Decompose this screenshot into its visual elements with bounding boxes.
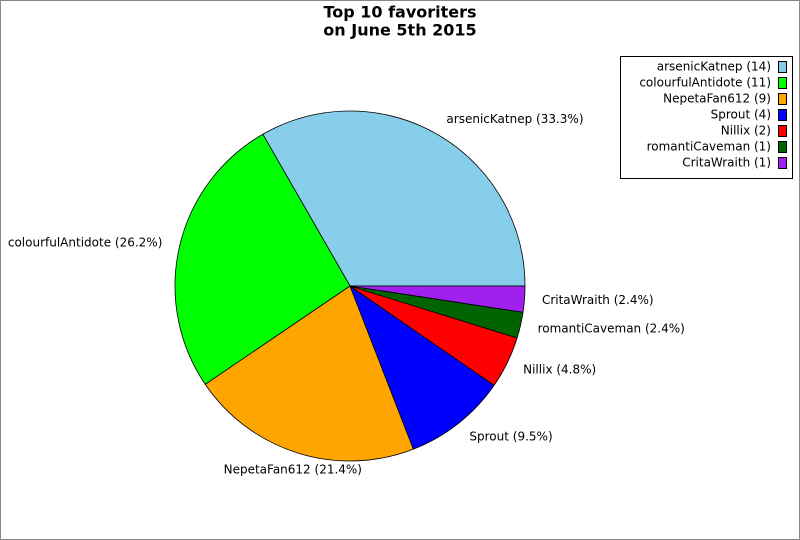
legend-swatch	[778, 77, 787, 89]
legend-swatch	[778, 125, 787, 137]
slice-label: Nillix (4.8%)	[523, 363, 596, 377]
slice-label: colourfulAntidote (26.2%)	[8, 235, 163, 249]
slice-label: CritaWraith (2.4%)	[542, 293, 654, 307]
legend-swatch	[778, 141, 787, 153]
legend-swatch	[778, 109, 787, 121]
legend-label: colourfulAntidote (11)	[639, 76, 771, 90]
legend-swatch	[778, 157, 787, 169]
slice-label: NepetaFan612 (21.4%)	[224, 462, 362, 476]
chart-subtitle: on June 5th 2015	[323, 21, 476, 40]
pie-slice	[262, 110, 526, 287]
legend-swatch	[778, 93, 787, 105]
legend-label: Sprout (4)	[711, 108, 771, 122]
chart-title: Top 10 favoriters	[323, 3, 476, 22]
legend-swatch	[778, 61, 787, 73]
legend-label: Nillix (2)	[721, 124, 771, 138]
pie-slice	[204, 285, 414, 462]
pie-slice	[174, 133, 351, 385]
legend-label: CritaWraith (1)	[682, 156, 771, 170]
legend-label: arsenicKatnep (14)	[657, 60, 771, 74]
legend-label: NepetaFan612 (9)	[663, 92, 771, 106]
pie-slice	[349, 285, 526, 313]
slice-label: Sprout (9.5%)	[469, 429, 552, 443]
pie-slice	[349, 284, 495, 450]
legend-box	[620, 56, 793, 179]
slice-label: arsenicKatnep (33.3%)	[446, 112, 583, 126]
legend-label: romantiCaveman (1)	[647, 140, 771, 154]
slice-label: romantiCaveman (2.4%)	[538, 322, 685, 336]
